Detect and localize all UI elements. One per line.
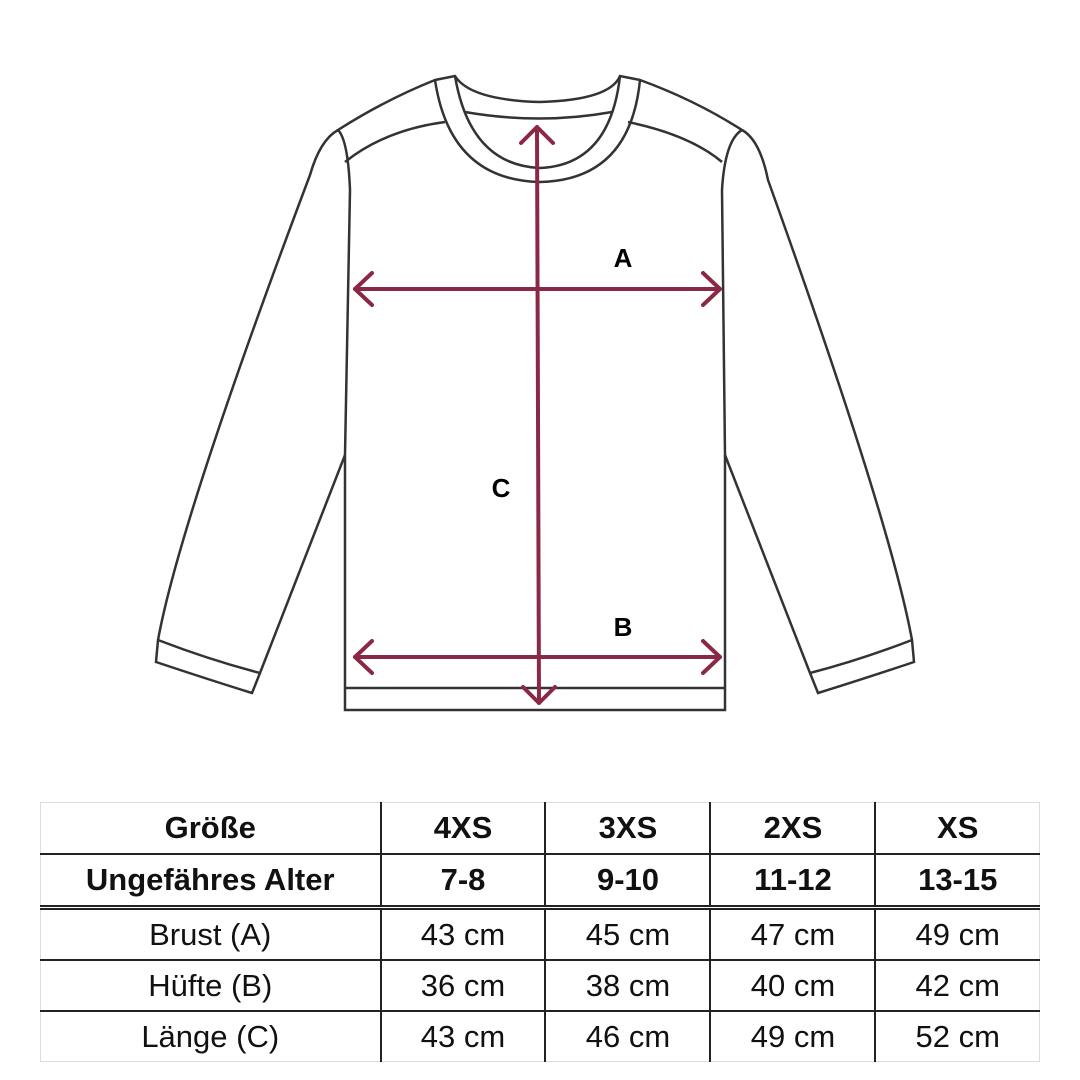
value-cell: 46 cm	[544, 1010, 711, 1062]
value-cell: 40 cm	[709, 959, 876, 1011]
size-cell: XS	[874, 802, 1040, 854]
sweater-outline	[154, 74, 916, 712]
row-label: Länge (C)	[40, 1010, 381, 1062]
age-cell: 13-15	[874, 853, 1040, 908]
size-label: Größe	[164, 810, 256, 845]
value-cell: 43 cm	[379, 1010, 546, 1062]
table-row: Hüfte (B) 36 cm 38 cm 40 cm 42 cm	[40, 959, 1040, 1011]
label-a: A	[614, 243, 633, 273]
value-cell: 42 cm	[874, 959, 1040, 1011]
table-row: Länge (C) 43 cm 46 cm 49 cm 52 cm	[40, 1010, 1040, 1062]
size-cell: 2XS	[709, 802, 876, 854]
value-cell: 43 cm	[379, 905, 546, 960]
value-cell: 49 cm	[874, 905, 1040, 960]
size-row: Größe 4XS 3XS 2XS XS	[41, 802, 1040, 854]
size-cell: 4XS	[379, 802, 546, 854]
table-row: Brust (A) 43 cm 45 cm 47 cm 49 cm	[40, 905, 1040, 960]
row-label: Brust (A)	[40, 905, 381, 960]
label-b: B	[614, 612, 633, 642]
size-cell: 3XS	[544, 802, 711, 854]
value-cell: 47 cm	[709, 905, 876, 960]
age-cell: 11-12	[709, 853, 876, 908]
size-table: Größe 4XS 3XS 2XS XS Ungefähres Alter 7-…	[40, 802, 1040, 1062]
age-row: Ungefähres Alter 7-8 9-10 11-12 13-15	[40, 853, 1040, 908]
sweater-diagram: A B C	[154, 74, 916, 712]
age-label: Ungefähres Alter	[40, 853, 381, 908]
value-cell: 49 cm	[709, 1010, 876, 1062]
value-cell: 38 cm	[544, 959, 711, 1011]
value-cell: 52 cm	[874, 1010, 1040, 1062]
label-c: C	[492, 473, 511, 503]
arrow-c	[519, 125, 557, 705]
age-cell: 9-10	[544, 853, 711, 908]
value-cell: 45 cm	[544, 905, 711, 960]
age-cell: 7-8	[379, 853, 546, 908]
row-label: Hüfte (B)	[40, 959, 381, 1011]
value-cell: 36 cm	[379, 959, 546, 1011]
